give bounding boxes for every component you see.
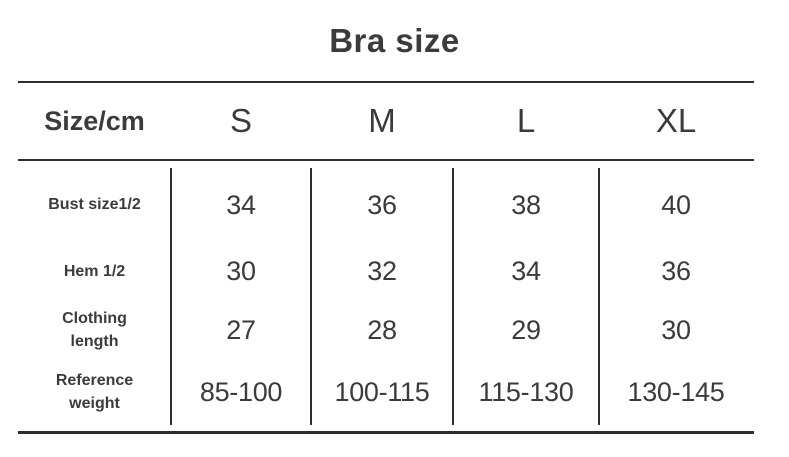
table-cell: 28 [367,314,397,345]
table-cell: 30 [661,314,691,345]
table-cell: 32 [367,256,397,286]
table-cell: 27 [226,314,256,345]
column-divider [170,168,172,425]
size-header-s: S [229,102,252,139]
table-cell: 85-100 [199,376,283,407]
column-divider [598,168,600,425]
table-cell: 36 [661,256,691,286]
column-divider [310,168,312,425]
divider-bottom [18,431,754,434]
row-label-bust-size: Bust size1/2 [48,196,141,214]
table-cell: 30 [226,256,256,286]
row-label-hem: Hem 1/2 [63,262,126,280]
row-label-reference-weight: Reference weight [55,371,134,412]
size-header-xl: XL [655,102,697,139]
table-body: Bust size1/2 34 36 38 40 Hem 1/2 30 32 3… [18,168,753,425]
table-cell: 100-115 [334,376,430,407]
size-header-m: M [368,102,396,139]
table-cell: 34 [226,189,256,220]
table-cell: 34 [511,256,541,286]
table-cell: 29 [511,314,541,345]
table-cell: 130-145 [627,376,725,407]
table-cell: 38 [511,189,541,220]
column-divider [452,168,454,425]
table-cell: 36 [367,189,397,220]
table-header-row: Size/cm S M L XL [18,92,753,150]
row-label-clothing-length: Clothing length [62,309,127,350]
corner-label: Size/cm [44,105,145,136]
divider-top [18,81,754,83]
table-cell: 40 [661,189,691,220]
table-cell: 115-130 [478,376,574,407]
divider-header [18,159,754,161]
size-header-l: L [516,102,536,139]
chart-title: Bra size [329,22,460,59]
